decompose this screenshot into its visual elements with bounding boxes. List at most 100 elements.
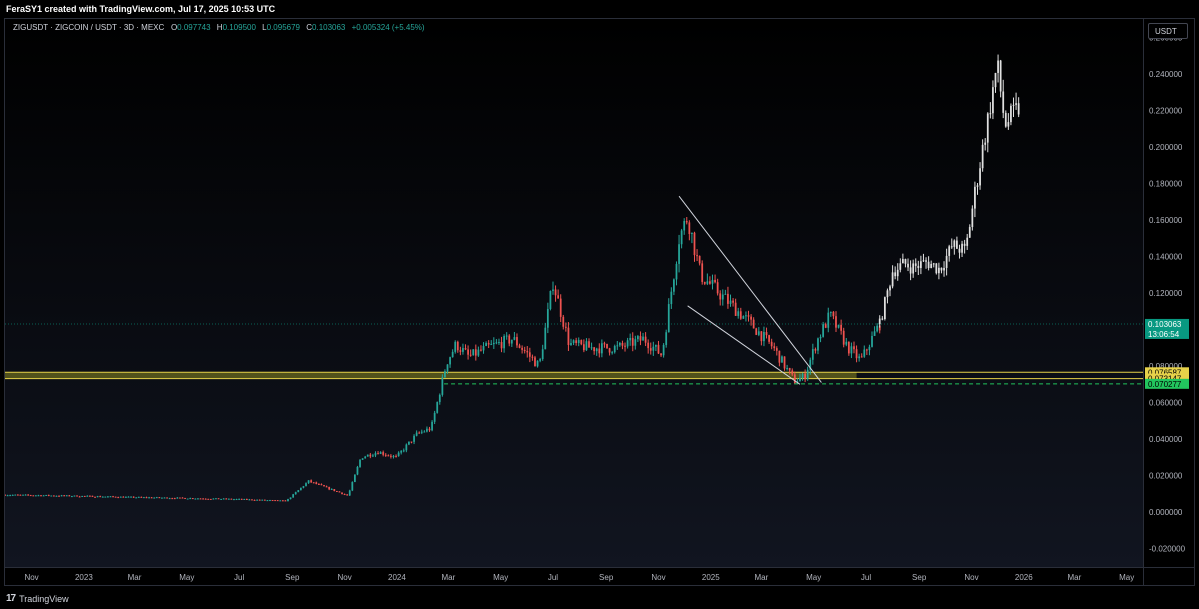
price-candle bbox=[312, 482, 315, 484]
price-candle bbox=[644, 336, 647, 343]
price-candle bbox=[572, 340, 575, 344]
x-tick-label: 2023 bbox=[75, 573, 93, 582]
x-tick-label: Nov bbox=[24, 573, 38, 582]
price-candle bbox=[791, 370, 794, 375]
price-candle bbox=[624, 345, 626, 347]
projection-candle bbox=[889, 286, 891, 291]
price-candle bbox=[204, 498, 207, 500]
price-candle bbox=[840, 324, 843, 331]
price-label-value: 0.070277 bbox=[1148, 380, 1182, 389]
price-candle bbox=[73, 495, 76, 497]
projection-candle bbox=[1015, 103, 1017, 105]
price-candle bbox=[137, 496, 140, 498]
price-candle bbox=[536, 360, 539, 367]
price-chart[interactable]: 0.2600000.2400000.2200000.2000000.180000… bbox=[5, 19, 1195, 586]
price-candle bbox=[580, 340, 583, 345]
projection-candle bbox=[963, 243, 966, 246]
price-candle bbox=[127, 496, 130, 498]
price-candle bbox=[122, 496, 125, 498]
price-candle bbox=[420, 431, 423, 433]
price-candle bbox=[50, 495, 53, 497]
price-candle bbox=[577, 340, 580, 343]
price-candle bbox=[871, 335, 873, 347]
price-candle bbox=[379, 452, 382, 454]
price-candle bbox=[240, 498, 243, 500]
price-candle bbox=[359, 459, 361, 467]
price-candle bbox=[667, 304, 670, 333]
price-candle bbox=[423, 431, 426, 433]
projection-candle bbox=[914, 263, 917, 266]
price-candle bbox=[418, 432, 421, 434]
price-candle bbox=[824, 324, 827, 328]
price-candle bbox=[503, 336, 505, 349]
projection-candle bbox=[907, 263, 909, 268]
price-candle bbox=[855, 349, 858, 359]
price-candle bbox=[626, 340, 629, 347]
price-candle bbox=[750, 316, 752, 320]
price-candle bbox=[781, 356, 783, 363]
price-candle bbox=[559, 298, 562, 317]
price-candle bbox=[729, 300, 732, 304]
price-candle bbox=[817, 338, 819, 351]
price-candle bbox=[585, 341, 588, 351]
price-candle bbox=[405, 444, 408, 451]
price-candle bbox=[850, 346, 853, 354]
price-candle bbox=[765, 332, 768, 336]
x-tick-label: Mar bbox=[441, 573, 455, 582]
price-candle bbox=[595, 348, 598, 352]
projection-candle bbox=[904, 259, 907, 264]
price-candle bbox=[564, 326, 567, 328]
projection-candle bbox=[925, 260, 927, 262]
price-candle bbox=[299, 487, 302, 491]
price-candle bbox=[263, 499, 266, 501]
currency-button[interactable]: USDT bbox=[1148, 23, 1188, 39]
price-candle bbox=[279, 500, 282, 502]
price-candle bbox=[451, 351, 454, 358]
price-candle bbox=[755, 328, 758, 335]
price-candle bbox=[521, 347, 524, 350]
price-candle bbox=[534, 357, 536, 367]
chart-pane[interactable]: 0.2600000.2400000.2200000.2000000.180000… bbox=[4, 18, 1195, 586]
price-candle bbox=[408, 441, 410, 445]
price-candle bbox=[343, 494, 346, 496]
projection-candle bbox=[878, 318, 881, 325]
price-candle bbox=[135, 497, 138, 499]
support-zone-fill bbox=[5, 372, 857, 379]
x-tick-label: May bbox=[493, 573, 508, 582]
falling-wedge-lower-trendline bbox=[687, 305, 801, 385]
price-candle bbox=[271, 500, 274, 502]
price-candle bbox=[495, 342, 498, 344]
tradingview-logo-icon: 17 bbox=[6, 593, 16, 604]
price-candle bbox=[737, 311, 740, 316]
price-candle bbox=[554, 289, 557, 296]
price-candle bbox=[238, 498, 241, 500]
price-candle bbox=[696, 255, 698, 257]
price-candle bbox=[65, 495, 68, 497]
y-tick-label: 0.220000 bbox=[1149, 106, 1183, 115]
price-candle bbox=[732, 300, 734, 303]
price-candle bbox=[52, 495, 55, 497]
price-candle bbox=[652, 346, 655, 351]
y-tick-label: 0.140000 bbox=[1149, 252, 1183, 261]
x-tick-label: May bbox=[1119, 573, 1134, 582]
price-candle bbox=[655, 344, 657, 347]
price-candle bbox=[258, 499, 261, 501]
price-candle bbox=[711, 279, 714, 284]
price-candle bbox=[173, 498, 176, 500]
y-tick-label: 0.000000 bbox=[1149, 508, 1183, 517]
price-candle bbox=[104, 496, 107, 498]
price-candle bbox=[9, 495, 12, 497]
projection-candle bbox=[930, 263, 933, 269]
price-candle bbox=[310, 480, 313, 483]
price-candle bbox=[155, 497, 158, 499]
x-tick-label: Jul bbox=[861, 573, 871, 582]
tradingview-logo[interactable]: 17 TradingView bbox=[6, 593, 69, 604]
price-candle bbox=[698, 255, 701, 264]
projection-candle bbox=[943, 267, 945, 271]
price-candle bbox=[281, 500, 284, 502]
price-candle bbox=[315, 482, 318, 484]
x-tick-label: 2026 bbox=[1015, 573, 1033, 582]
price-candle bbox=[22, 494, 24, 496]
y-tick-label: 0.060000 bbox=[1149, 399, 1183, 408]
attribution-text: FeraSY1 created with TradingView.com, Ju… bbox=[6, 4, 276, 14]
